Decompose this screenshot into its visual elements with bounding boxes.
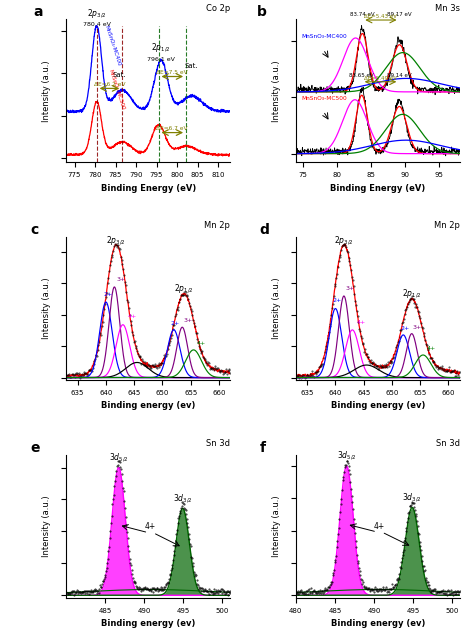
Text: 3+: 3+ (346, 286, 355, 291)
Text: 2+: 2+ (171, 321, 180, 326)
Text: 3+: 3+ (183, 318, 192, 323)
Y-axis label: Intensity (a.u.): Intensity (a.u.) (272, 278, 281, 339)
Text: 4+: 4+ (145, 522, 156, 532)
Text: $2p_{1/2}$: $2p_{1/2}$ (151, 41, 171, 55)
Text: $3d_{3/2}$: $3d_{3/2}$ (402, 491, 422, 504)
Text: a: a (34, 5, 43, 19)
X-axis label: Binding energy (ev): Binding energy (ev) (101, 401, 195, 410)
X-axis label: Binding energy (ev): Binding energy (ev) (331, 401, 425, 410)
Y-axis label: Intensity (a.u.): Intensity (a.u.) (42, 60, 51, 121)
Y-axis label: Intensity (a.u.): Intensity (a.u.) (42, 278, 51, 339)
Text: 4+: 4+ (427, 346, 436, 351)
Text: MnSnO₃-MC500: MnSnO₃-MC500 (107, 69, 125, 111)
Text: Sn 3d: Sn 3d (206, 439, 230, 448)
Text: $2p_{3/2}$: $2p_{3/2}$ (87, 7, 107, 20)
Text: MnSnO₃-MC400: MnSnO₃-MC400 (103, 24, 121, 66)
Text: c: c (30, 223, 38, 237)
Text: b: b (256, 5, 266, 19)
Text: $3d_{5/2}$: $3d_{5/2}$ (109, 451, 128, 464)
Text: 796.1 eV: 796.1 eV (147, 57, 175, 62)
Text: Mn 2p: Mn 2p (434, 221, 460, 230)
Text: 4+: 4+ (197, 341, 206, 346)
Y-axis label: Intensity (a.u.): Intensity (a.u.) (272, 60, 281, 121)
X-axis label: Binding energy (ev): Binding energy (ev) (331, 619, 425, 628)
Text: 2+: 2+ (401, 326, 410, 331)
Text: 4+: 4+ (128, 314, 137, 319)
Text: Sat.: Sat. (113, 73, 127, 78)
Text: 2+: 2+ (333, 298, 342, 303)
Text: MnSnO₃-MC400: MnSnO₃-MC400 (301, 34, 347, 39)
Text: 780.4 eV: 780.4 eV (83, 22, 110, 27)
Text: ΔE=5.43 eV: ΔE=5.43 eV (365, 14, 397, 19)
Text: Mn 3s: Mn 3s (435, 4, 460, 13)
Text: 83.65 eV: 83.65 eV (349, 73, 374, 78)
Y-axis label: Intensity (a.u.): Intensity (a.u.) (272, 495, 281, 557)
Text: ΔE=6.7 eV: ΔE=6.7 eV (156, 126, 188, 131)
Text: 89.17 eV: 89.17 eV (387, 11, 412, 17)
Text: $2p_{1/2}$: $2p_{1/2}$ (402, 287, 421, 300)
X-axis label: Binding Energy (eV): Binding Energy (eV) (100, 184, 196, 193)
Text: $2p_{3/2}$: $2p_{3/2}$ (106, 234, 126, 247)
Text: Co 2p: Co 2p (206, 4, 230, 13)
Text: $2p_{1/2}$: $2p_{1/2}$ (174, 282, 194, 294)
Text: 83.74 eV: 83.74 eV (350, 11, 374, 17)
Text: ΔE=5.49 eV: ΔE=5.49 eV (364, 76, 397, 81)
Text: ΔE=6.2 eV: ΔE=6.2 eV (94, 81, 125, 86)
Text: 3+: 3+ (413, 324, 422, 329)
X-axis label: Binding Energy (eV): Binding Energy (eV) (330, 184, 426, 193)
Y-axis label: Intensity (a.u.): Intensity (a.u.) (42, 495, 51, 557)
Text: Mn 2p: Mn 2p (204, 221, 230, 230)
X-axis label: Binding energy (ev): Binding energy (ev) (101, 619, 195, 628)
Text: Sn 3d: Sn 3d (436, 439, 460, 448)
Text: e: e (30, 441, 40, 455)
Text: 4+: 4+ (374, 522, 385, 530)
Text: 4+: 4+ (357, 320, 366, 324)
Text: 3+: 3+ (116, 277, 125, 282)
Text: f: f (260, 441, 266, 455)
Text: 2+: 2+ (103, 292, 112, 297)
Text: Sat.: Sat. (184, 63, 198, 69)
Text: 89.14 eV: 89.14 eV (387, 73, 411, 78)
Text: $3d_{5/2}$: $3d_{5/2}$ (337, 450, 356, 462)
Text: MnSnO₃-MC500: MnSnO₃-MC500 (301, 96, 347, 100)
Text: $2p_{3/2}$: $2p_{3/2}$ (334, 235, 354, 247)
Text: d: d (260, 223, 270, 237)
Text: ΔE=7.5 eV: ΔE=7.5 eV (156, 70, 188, 75)
Text: $3d_{3/2}$: $3d_{3/2}$ (173, 492, 192, 505)
